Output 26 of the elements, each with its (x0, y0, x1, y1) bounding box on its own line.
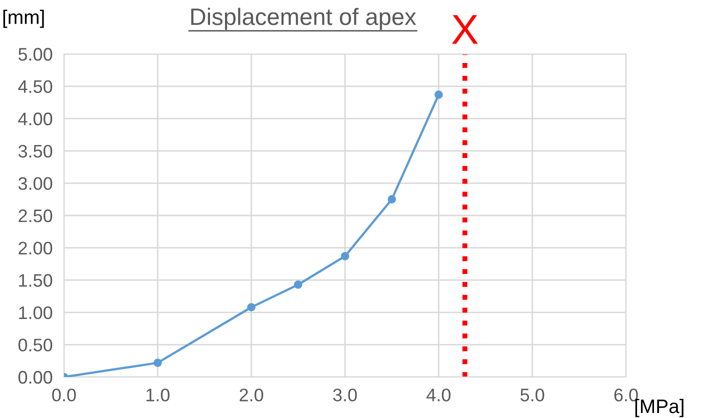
y-tick-label: 2.50 (18, 209, 52, 222)
point (154, 358, 162, 367)
chart-title: Displacement of apex (191, 8, 416, 30)
x-tick-label: 1.0 (146, 388, 170, 402)
x-tick-label: 4.0 (426, 388, 451, 402)
ref-line-label: X (452, 15, 478, 44)
point (340, 252, 350, 260)
y-tick-label: 3.00 (18, 177, 52, 190)
y-tick-label: 0.50 (18, 338, 52, 352)
x-tick-label: 5.0 (520, 388, 544, 402)
point (388, 195, 396, 204)
x-tick-label: 2.0 (240, 388, 264, 402)
y-tick-label: 1.50 (19, 274, 52, 287)
y-tick-label: 0.00 (18, 370, 52, 384)
x-tick-label: 3.0 (333, 388, 357, 402)
y-tick-label: 2.00 (18, 242, 52, 255)
y-tick-label: 4.50 (18, 80, 52, 94)
point (247, 303, 256, 312)
y-tick-label: 1.00 (19, 306, 52, 320)
y-tick-label: 5.00 (18, 48, 52, 61)
x-tick-label: 0.0 (52, 388, 76, 402)
y-tick-label: 4.00 (18, 112, 52, 126)
y-axis-title: [mm] (3, 10, 44, 28)
point (434, 90, 443, 99)
point (294, 280, 302, 289)
y-tick-label: 3.50 (18, 144, 52, 158)
